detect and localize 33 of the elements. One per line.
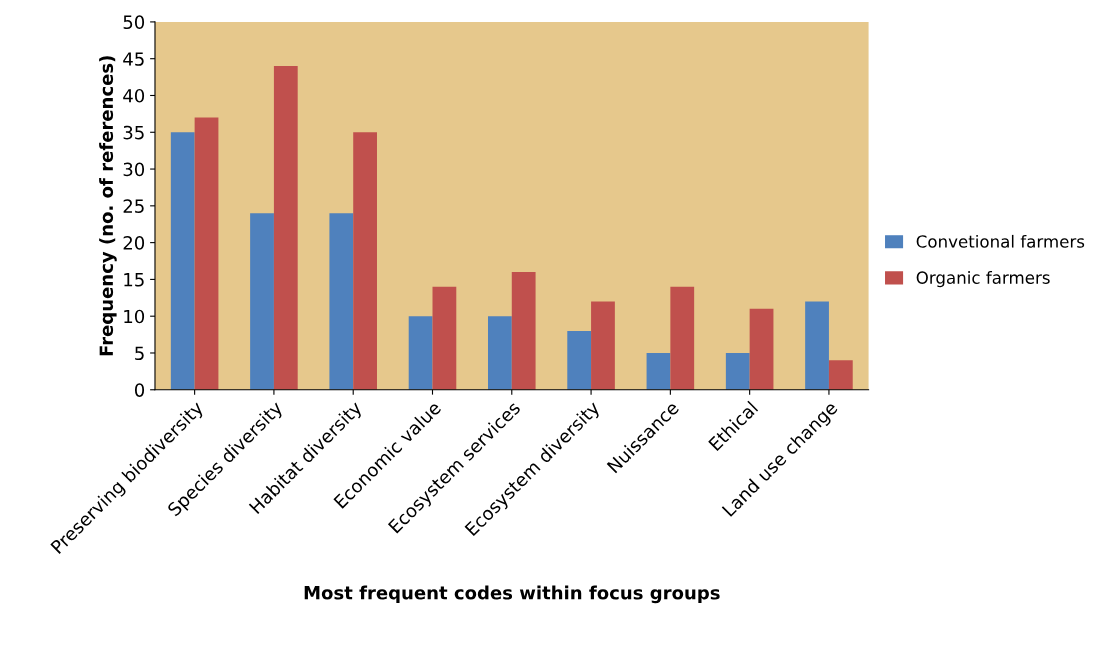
y-tick-label: 15 (124, 273, 144, 287)
bar (329, 213, 354, 390)
bar (250, 213, 274, 390)
bar (567, 330, 592, 390)
y-tick-label: 50 (123, 15, 145, 30)
legend-label: Organic farmers (916, 271, 1050, 288)
y-tick-label: 5 (135, 346, 144, 361)
bar (805, 301, 829, 390)
y-tick-label: 45 (123, 52, 144, 66)
legend-label: Convetional farmers (916, 234, 1085, 248)
bar (591, 301, 615, 390)
bar (670, 286, 695, 390)
bar (170, 132, 195, 390)
bar (273, 66, 298, 390)
bar (408, 316, 433, 390)
y-tick-label: 30 (123, 162, 145, 177)
bar (511, 272, 536, 390)
y-tick-label: 20 (123, 236, 145, 250)
y-tick-label: 35 (123, 125, 144, 140)
y-tick-label: 10 (124, 309, 145, 324)
y-tick-label: 40 (123, 88, 145, 103)
y-tick-label: 0 (134, 383, 145, 397)
bar (194, 117, 219, 390)
y-tick-label: 25 (123, 199, 144, 213)
bar (725, 352, 750, 390)
bar (353, 132, 377, 390)
y-axis-title: Frequency (no. of references) (99, 56, 117, 356)
x-axis-title: Most frequent codes within focus groups (304, 585, 720, 604)
bar (828, 360, 853, 390)
bar (488, 316, 512, 390)
bar (646, 352, 671, 390)
bar (749, 308, 774, 390)
bar (432, 286, 457, 390)
